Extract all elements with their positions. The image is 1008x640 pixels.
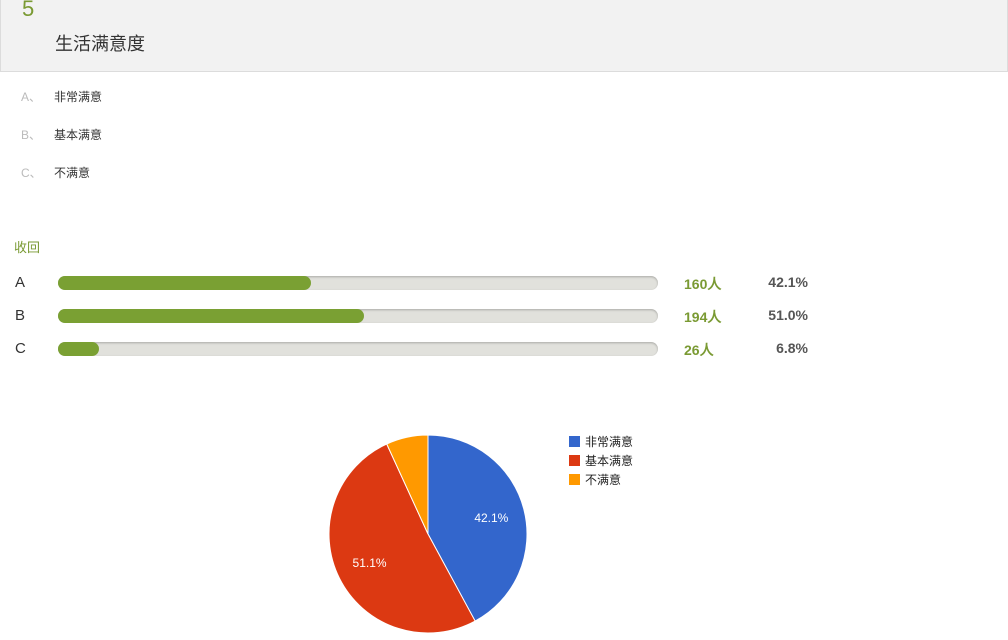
legend-swatch [569, 474, 580, 485]
option-label: 基本满意 [54, 128, 103, 142]
question-title: 生活满意度 [55, 34, 145, 55]
legend-swatch [569, 455, 580, 466]
option-letter: B、 [21, 128, 42, 142]
result-row-a: A 160人 42.1% [0, 273, 840, 295]
result-letter: A [15, 274, 26, 291]
result-row-b: B 194人 51.0% [0, 306, 840, 328]
option-label: 不满意 [54, 166, 91, 180]
pie-slice-2 [386, 434, 429, 535]
legend-swatch [569, 436, 580, 447]
legend-label: 基本满意 [585, 453, 633, 468]
pie-slice-label: 51.1% [353, 556, 387, 570]
pie-slice-label: 42.1% [474, 511, 508, 525]
result-count: 26人 [684, 342, 714, 358]
result-bar-fill [58, 276, 311, 290]
result-letter: C [15, 340, 26, 357]
result-percent: 42.1% [768, 274, 808, 290]
option-letter: A、 [21, 90, 42, 104]
result-row-c: C 26人 6.8% [0, 339, 840, 361]
result-bar-fill [58, 309, 364, 323]
collapse-results-link[interactable]: 收回 [14, 241, 41, 256]
question-header: 5 生活满意度 [0, 0, 1008, 72]
result-letter: B [15, 307, 26, 324]
legend-label: 非常满意 [585, 434, 633, 449]
result-percent: 6.8% [776, 340, 808, 356]
result-bar-track [58, 309, 658, 323]
option-letter: C、 [21, 166, 42, 180]
result-count: 194人 [684, 309, 722, 325]
legend-label: 不满意 [585, 472, 621, 487]
pie-slice-1 [328, 443, 476, 634]
result-bar-fill [58, 342, 99, 356]
option-label: 非常满意 [54, 90, 103, 104]
result-bar-track [58, 342, 658, 356]
pie-slice-0 [427, 434, 528, 622]
question-number: 5 [22, 0, 35, 21]
result-bar-track [58, 276, 658, 290]
pie-chart: 42.1% 51.1% 非常满意基本满意不满意 [300, 420, 700, 640]
result-percent: 51.0% [768, 307, 808, 323]
result-count: 160人 [684, 276, 722, 292]
